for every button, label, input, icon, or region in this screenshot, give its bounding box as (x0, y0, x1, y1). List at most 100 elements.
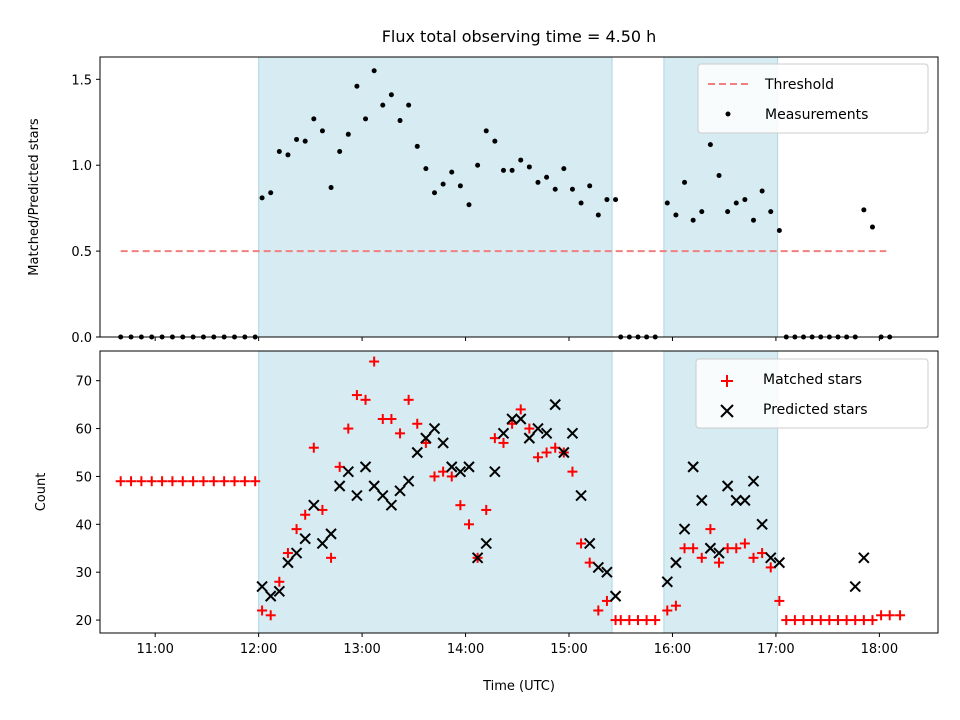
predicted-star-point (342, 465, 355, 478)
y-tick-label: 1.0 (71, 159, 92, 174)
predicted-star-point (497, 427, 510, 440)
measurement-point (337, 148, 343, 154)
measurement-point (699, 209, 705, 215)
predicted-star-point (747, 475, 760, 487)
measurement-point (869, 224, 875, 230)
matched-star-point (895, 610, 906, 621)
measurement-point (397, 118, 403, 124)
matched-star-point (126, 476, 137, 487)
y-tick-label: 70 (75, 375, 92, 390)
top-y-ticks: 0.0 0.5 1.0 1.5 (71, 73, 100, 346)
matched-star-point (351, 390, 362, 401)
measurement-point (492, 138, 498, 144)
measurement-point (604, 197, 610, 203)
matched-star-point (291, 524, 302, 535)
legend-measurements-label: Measurements (765, 107, 868, 123)
matched-star-point (377, 413, 388, 424)
predicted-star-point (858, 552, 870, 564)
matched-star-point (250, 476, 261, 487)
predicted-star-point (583, 537, 596, 550)
measurement-point (423, 166, 429, 172)
matched-star-point (632, 615, 643, 626)
x-tick-label: 15:00 (550, 642, 587, 657)
matched-star-point (841, 615, 852, 626)
top-x-ticks (154, 337, 880, 341)
bottom-axes-frame (99, 350, 939, 634)
bottom-x-ticks: 11:00 12:00 13:00 14:00 15:00 16:00 17:00 18:00 (136, 633, 898, 657)
predicted-star-point (756, 518, 768, 531)
matched-star-point (867, 615, 878, 626)
predicted-star-point (299, 532, 311, 545)
measurement-point (725, 209, 731, 215)
measurement-point (595, 212, 601, 218)
predicted-star-point (333, 480, 346, 492)
measurement-point (363, 116, 369, 122)
bottom-y-ticks: 20 30 40 50 60 70 (75, 375, 100, 629)
predicted-star-point (713, 547, 725, 559)
matched-star-point (395, 428, 406, 439)
matched-star-point (576, 538, 587, 549)
y-tick-label: 60 (75, 423, 92, 438)
matched-star-point (489, 433, 500, 444)
bottom-legend-frame (695, 358, 929, 429)
x-tick-label: 11:00 (136, 642, 173, 657)
measurement-point (311, 116, 317, 122)
predicted-star-point (661, 576, 673, 588)
matched-star-point (696, 552, 707, 563)
matched-star-point (146, 476, 157, 487)
measurement-point (552, 186, 558, 192)
y-tick-label: 0.5 (71, 245, 92, 260)
bottom-shaded-intervals (258, 350, 779, 634)
predicted-star-point (394, 485, 406, 497)
predicted-star-point (428, 422, 441, 435)
measurement-point (294, 136, 300, 142)
matched-star-point (326, 552, 337, 563)
bottom-panel: 11:00 12:00 13:00 14:00 15:00 16:00 17:00 18:00… (34, 350, 939, 694)
matched-star-point (334, 461, 345, 472)
measurement-point (345, 131, 351, 137)
predicted-star-point (523, 432, 536, 444)
top-axes-frame (99, 56, 939, 338)
measurement-point (776, 227, 782, 233)
predicted-star-point (687, 461, 699, 473)
measurement-point (259, 195, 265, 201)
predicted-star-point (308, 499, 320, 511)
bottom-y-axis-label: Count (34, 473, 49, 512)
matched-star-point (507, 418, 518, 429)
x-tick-label: 18:00 (861, 642, 898, 657)
matched-star-point (438, 466, 449, 477)
measurement-point (276, 148, 282, 154)
predicted-star-point (454, 465, 467, 478)
predicted-star-point (359, 461, 372, 473)
measurement-point (664, 200, 670, 206)
matched-star-point (593, 605, 604, 616)
measurement-point (733, 200, 739, 206)
measurement-point (440, 181, 446, 187)
measurement-point (371, 68, 377, 74)
matched-star-point (282, 548, 293, 559)
y-tick-label: 20 (75, 614, 92, 629)
matched-star-point (308, 442, 319, 453)
y-tick-label: 1.5 (71, 73, 92, 88)
matched-star-point (455, 500, 466, 511)
predicted-star-point (532, 422, 544, 435)
matched-star-point (584, 557, 595, 568)
matched-star-point (615, 615, 626, 626)
matched-star-point (317, 504, 328, 515)
matched-star-point (705, 524, 716, 535)
predicted-star-point (480, 537, 492, 550)
legend-predicted-label: Predicted stars (763, 402, 868, 418)
legend-matched-label: Matched stars (763, 372, 862, 388)
matched-star-point (403, 394, 414, 405)
legend-measurements-swatch (725, 111, 731, 117)
top-legend: Threshold Measurements (697, 63, 929, 134)
matched-star-point (524, 423, 535, 434)
measurement-point (613, 197, 619, 203)
measurement-point (759, 188, 765, 194)
predicted-star-point (849, 580, 861, 593)
measurement-point (587, 183, 593, 189)
matched-star-point (781, 615, 792, 626)
matched-star-point (167, 476, 178, 487)
measurement-point (475, 162, 481, 168)
